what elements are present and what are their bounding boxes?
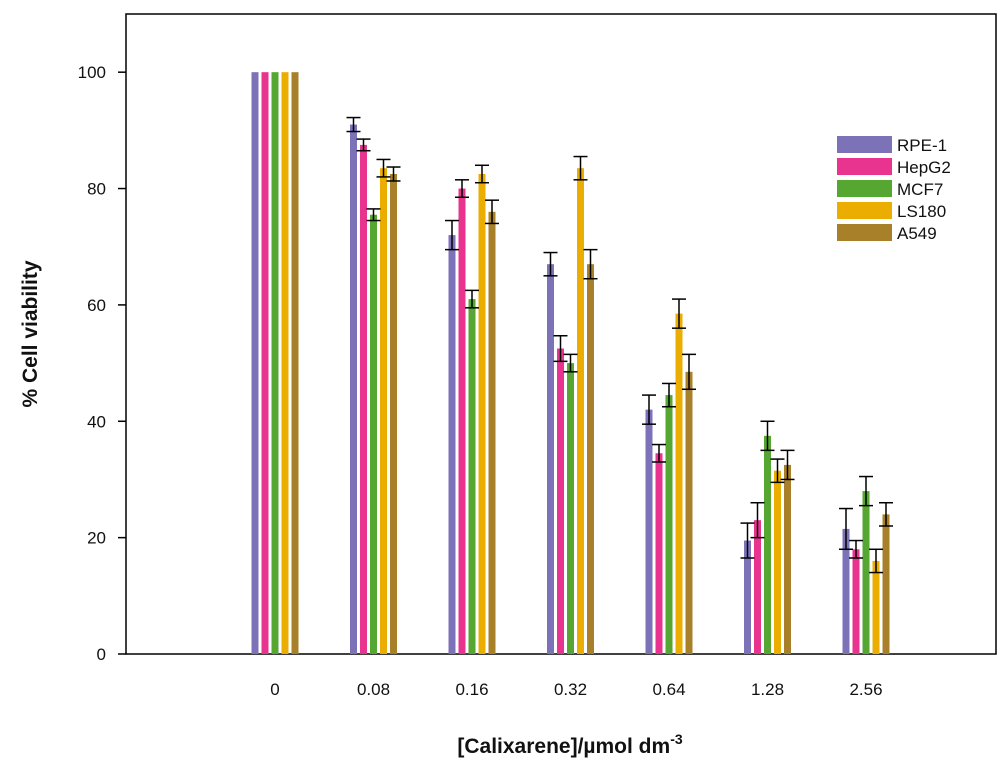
x-tick-label: 0.16 bbox=[455, 680, 488, 699]
bar-mcf7-0.64 bbox=[665, 395, 673, 654]
bar-mcf7-1.28 bbox=[764, 435, 771, 654]
legend-label-hepg2: HepG2 bbox=[897, 158, 951, 177]
y-axis-title: % Cell viability bbox=[19, 260, 42, 407]
bar-hepg2-0.32 bbox=[557, 348, 564, 654]
legend-label-mcf7: MCF7 bbox=[897, 180, 943, 199]
bar-mcf7-0.16 bbox=[468, 299, 476, 654]
y-axis: 0 20 40 60 80 100 bbox=[78, 63, 126, 664]
y-tick-label: 20 bbox=[87, 529, 106, 548]
y-tick-label: 0 bbox=[97, 645, 106, 664]
legend-swatch-a549 bbox=[837, 224, 892, 241]
x-tick-label: 0.08 bbox=[357, 680, 390, 699]
bar-mcf7-0.32 bbox=[567, 363, 574, 654]
y-tick-label: 40 bbox=[87, 412, 106, 431]
legend-swatch-hepg2 bbox=[837, 158, 892, 175]
bar-mcf7-0 bbox=[271, 72, 279, 654]
bar-ls180-0.64 bbox=[675, 313, 683, 654]
bar-mcf7-2.56 bbox=[862, 491, 870, 654]
bar-hepg2-0 bbox=[261, 72, 269, 654]
bar-rpe-1-0.64 bbox=[645, 409, 653, 654]
bar-hepg2-0.16 bbox=[458, 188, 466, 654]
x-tick-label: 1.28 bbox=[751, 680, 784, 699]
legend: RPE-1 HepG2 MCF7 LS180 A549 bbox=[837, 136, 951, 243]
bar-ls180-0.16 bbox=[478, 174, 486, 654]
bar-ls180-0 bbox=[281, 72, 289, 654]
legend-label-ls180: LS180 bbox=[897, 202, 946, 221]
bar-hepg2-0.64 bbox=[655, 453, 663, 654]
legend-swatch-rpe-1 bbox=[837, 136, 892, 153]
x-axis: 0 0.08 0.16 0.32 0.64 1.28 2.56 bbox=[270, 680, 882, 699]
bar-rpe-1-2.56 bbox=[842, 528, 850, 654]
bar-a549-0.64 bbox=[685, 371, 693, 654]
bar-rpe-1-0 bbox=[251, 72, 259, 654]
bar-rpe-1-0.08 bbox=[350, 124, 357, 654]
bar-a549-0.16 bbox=[488, 211, 496, 654]
x-axis-title-main: [Calixarene]/µmol dm bbox=[457, 735, 670, 758]
x-tick-label: 0.32 bbox=[554, 680, 587, 699]
legend-label-a549: A549 bbox=[897, 224, 937, 243]
y-tick-label: 60 bbox=[87, 296, 106, 315]
bar-a549-0.08 bbox=[390, 174, 397, 654]
legend-label-rpe-1: RPE-1 bbox=[897, 136, 947, 155]
bar-ls180-2.56 bbox=[872, 560, 880, 654]
bar-a549-0.32 bbox=[587, 264, 594, 654]
x-tick-label: 2.56 bbox=[849, 680, 882, 699]
bar-rpe-1-1.28 bbox=[744, 540, 751, 654]
bar-group bbox=[251, 72, 890, 654]
bar-hepg2-2.56 bbox=[852, 549, 860, 654]
bar-hepg2-1.28 bbox=[754, 520, 761, 654]
x-tick-label: 0 bbox=[270, 680, 279, 699]
y-tick-label: 100 bbox=[78, 63, 106, 82]
bar-rpe-1-0.16 bbox=[448, 235, 456, 654]
x-axis-title: [Calixarene]/µmol dm-3 bbox=[457, 731, 682, 758]
bar-a549-2.56 bbox=[882, 514, 890, 654]
legend-swatch-ls180 bbox=[837, 202, 892, 219]
x-axis-title-superscript: -3 bbox=[670, 731, 683, 747]
bar-a549-0 bbox=[291, 72, 299, 654]
bar-ls180-0.32 bbox=[577, 168, 584, 654]
bar-ls180-1.28 bbox=[774, 470, 781, 654]
y-tick-label: 80 bbox=[87, 180, 106, 199]
bar-a549-1.28 bbox=[784, 464, 791, 654]
bar-rpe-1-0.32 bbox=[547, 264, 554, 654]
legend-swatch-mcf7 bbox=[837, 180, 892, 197]
bar-ls180-0.08 bbox=[380, 168, 387, 654]
bar-hepg2-0.08 bbox=[360, 144, 367, 654]
x-tick-label: 0.64 bbox=[652, 680, 685, 699]
error-bar-group bbox=[346, 116, 893, 574]
bar-mcf7-0.08 bbox=[370, 214, 377, 654]
